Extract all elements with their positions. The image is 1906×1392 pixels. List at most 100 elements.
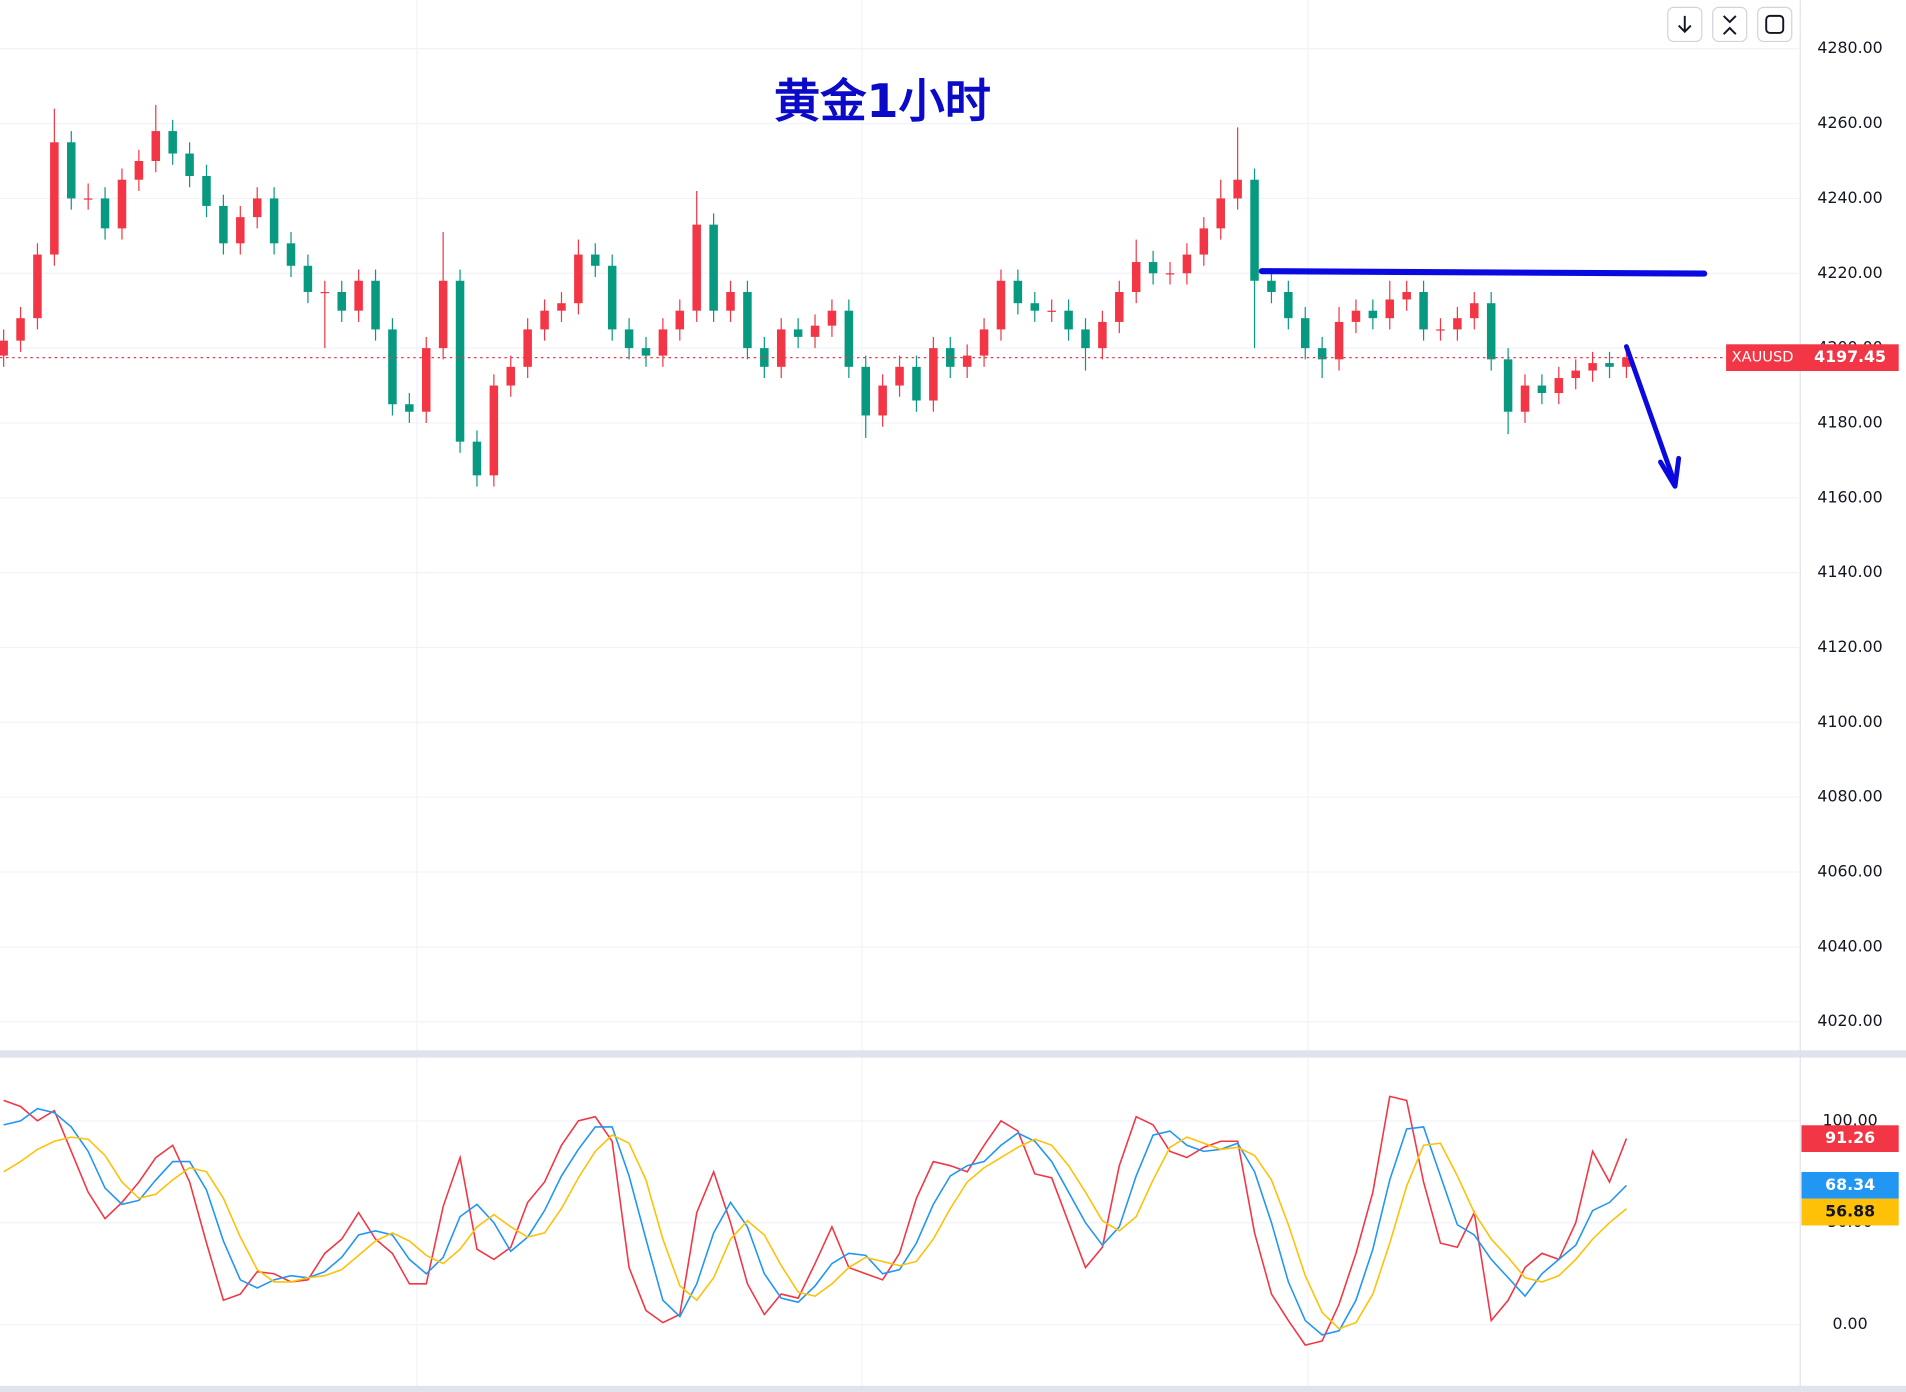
icon: [1765, 14, 1785, 34]
drawn-resistance-line: [1258, 268, 1708, 277]
candle-body: [1470, 303, 1479, 319]
collapse-button[interactable]: [1712, 6, 1748, 43]
candle-body: [1368, 310, 1378, 319]
candle-body: [371, 280, 380, 330]
y-tick-label: 0.00: [1832, 1314, 1867, 1333]
candle-body: [1402, 291, 1411, 300]
candle-body: [996, 280, 1006, 330]
toolbar: [1667, 6, 1793, 43]
candle-body: [624, 329, 634, 349]
candle-body: [1199, 228, 1209, 255]
candle-body: [438, 280, 448, 349]
candle-body: [574, 254, 583, 304]
candle-body: [151, 131, 161, 162]
indicator-line: [3, 1134, 1627, 1330]
candle-body: [1554, 378, 1564, 394]
bottom-border: [0, 1385, 1906, 1392]
candle-body: [1182, 254, 1192, 274]
candle-body: [1047, 310, 1056, 312]
candle-body: [1571, 370, 1580, 379]
candle-body: [861, 366, 870, 416]
candle-body: [591, 254, 600, 266]
candle-body: [1622, 357, 1631, 367]
candle-body: [607, 265, 617, 330]
pane-separator: [0, 1050, 1906, 1058]
y-tick-label: 4240.00: [1817, 188, 1882, 207]
candle-body: [1605, 363, 1614, 367]
candle-body: [269, 198, 279, 244]
candle-body: [455, 280, 465, 442]
y-tick-label: 4060.00: [1817, 862, 1882, 881]
candle-body: [1503, 359, 1513, 412]
candle-body: [405, 404, 414, 412]
y-tick-label: 4280.00: [1817, 38, 1882, 57]
candle-body: [83, 198, 93, 200]
candle-body: [658, 329, 668, 356]
candle-body: [1030, 303, 1040, 311]
price-badge: [1726, 344, 1899, 372]
candle-body: [540, 310, 549, 330]
candle-body: [523, 329, 532, 367]
y-tick-label: 4020.00: [1817, 1011, 1882, 1030]
value-badge: [1801, 1125, 1899, 1153]
candle-body: [1351, 310, 1361, 322]
candle-body: [1436, 329, 1445, 331]
candle-body: [692, 224, 701, 311]
candle-body: [1216, 198, 1225, 229]
candle-body: [1165, 273, 1175, 275]
drawn-arrow: [1623, 344, 1678, 487]
candle-body: [117, 179, 127, 229]
candle-body: [1284, 291, 1293, 319]
candle-body: [388, 329, 397, 405]
candle-body: [100, 198, 110, 229]
candle-body: [557, 303, 566, 311]
candle-body: [1588, 363, 1597, 371]
candle-body: [1317, 348, 1327, 360]
candle-body: [320, 291, 330, 294]
candle-body: [743, 291, 752, 349]
candle-body: [236, 217, 245, 244]
value-label: 68.34: [1825, 1175, 1875, 1194]
y-tick-label: 4220.00: [1817, 263, 1882, 282]
drawn-arrow-head: [1658, 455, 1682, 489]
candle-body: [421, 348, 431, 412]
candle-body: [472, 441, 482, 476]
fullscreen-button[interactable]: [1757, 6, 1793, 43]
candle-body: [962, 355, 972, 367]
candle-body: [1081, 329, 1090, 349]
y-tick-label: 4120.00: [1817, 637, 1882, 656]
candle-body: [912, 366, 921, 401]
value-badge: [1801, 1198, 1899, 1226]
candle-body: [709, 224, 718, 311]
price-label: 4197.45: [1814, 347, 1886, 366]
candle-body: [252, 198, 262, 218]
candle-body: [1267, 280, 1276, 292]
value-label: 56.88: [1825, 1202, 1875, 1221]
candle-body: [1453, 318, 1462, 330]
candle-body: [354, 280, 363, 311]
candle-body: [0, 340, 8, 356]
y-tick-label: 100.00: [1822, 1110, 1877, 1129]
y-tick-label: 4180.00: [1817, 412, 1882, 431]
candle-body: [489, 385, 499, 476]
candle-body: [16, 318, 25, 341]
candle-body: [134, 161, 144, 180]
indicator-line: [3, 1095, 1628, 1347]
y-tick-label: 4160.00: [1817, 487, 1882, 506]
candle-body: [1115, 291, 1124, 322]
y-tick-label: 4040.00: [1817, 936, 1882, 955]
candle-body: [219, 205, 228, 244]
y-tick-label: 4140.00: [1817, 562, 1882, 581]
candle-body: [1148, 262, 1158, 274]
candle-body: [878, 385, 887, 416]
candle-body: [1419, 291, 1428, 330]
candle-body: [1300, 318, 1310, 349]
candle-body: [760, 348, 769, 367]
candle-body: [776, 329, 786, 367]
candle-body: [168, 131, 177, 154]
candle-body: [641, 348, 651, 356]
value-badge: [1801, 1171, 1899, 1199]
icon: [1678, 15, 1692, 34]
candle-body: [675, 310, 685, 330]
